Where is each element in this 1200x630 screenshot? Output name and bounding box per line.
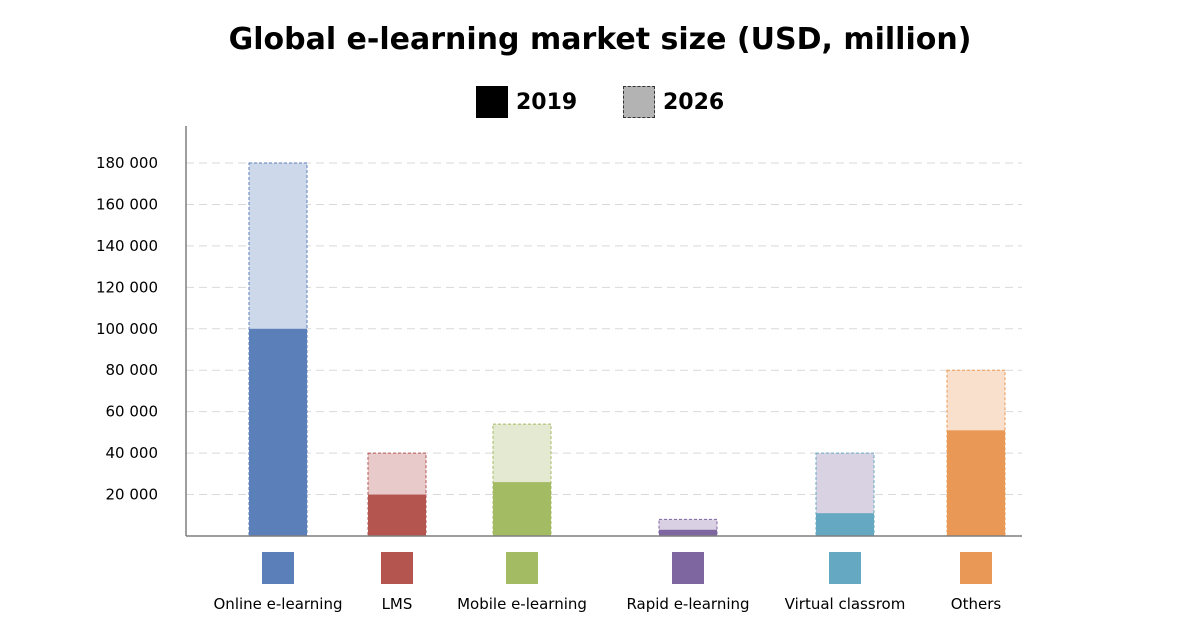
legend-item-2026: 2026 [623, 86, 724, 118]
bar-2019 [947, 430, 1005, 536]
y-tick-label: 60 000 [106, 403, 159, 421]
y-tick-label: 140 000 [96, 237, 158, 255]
y-tick-label: 40 000 [106, 444, 159, 462]
category-label: Others [951, 595, 1002, 613]
category-label: Rapid e-learning [626, 595, 749, 613]
bar-2019 [816, 513, 874, 536]
bar-2019 [249, 328, 307, 536]
bar-2019 [493, 482, 551, 536]
category-label: Mobile e-learning [457, 595, 587, 613]
y-tick-label: 120 000 [96, 278, 158, 296]
legend-item-2019: 2019 [476, 86, 577, 118]
category-swatch [506, 552, 538, 584]
y-tick-label: 180 000 [96, 154, 158, 172]
category-label: Online e-learning [214, 595, 343, 613]
legend-swatch-2026 [623, 86, 655, 118]
chart-title: Global e-learning market size (USD, mill… [228, 22, 972, 57]
category-label: Virtual classrom [785, 595, 906, 613]
y-tick-label: 20 000 [106, 486, 159, 504]
legend-label-2026: 2026 [663, 89, 725, 115]
y-tick-label: 100 000 [96, 320, 158, 338]
category-swatch [381, 552, 413, 584]
y-tick-label: 80 000 [106, 361, 159, 379]
y-tick-label: 160 000 [96, 195, 158, 213]
bar-2019 [659, 529, 717, 536]
legend-label-2019: 2019 [516, 89, 578, 115]
category-swatch [262, 552, 294, 584]
category-swatch [672, 552, 704, 584]
category-label: LMS [382, 595, 413, 613]
category-swatch [960, 552, 992, 584]
legend-swatch-2019 [476, 86, 508, 118]
category-swatch [829, 552, 861, 584]
bar-2019 [368, 494, 426, 536]
